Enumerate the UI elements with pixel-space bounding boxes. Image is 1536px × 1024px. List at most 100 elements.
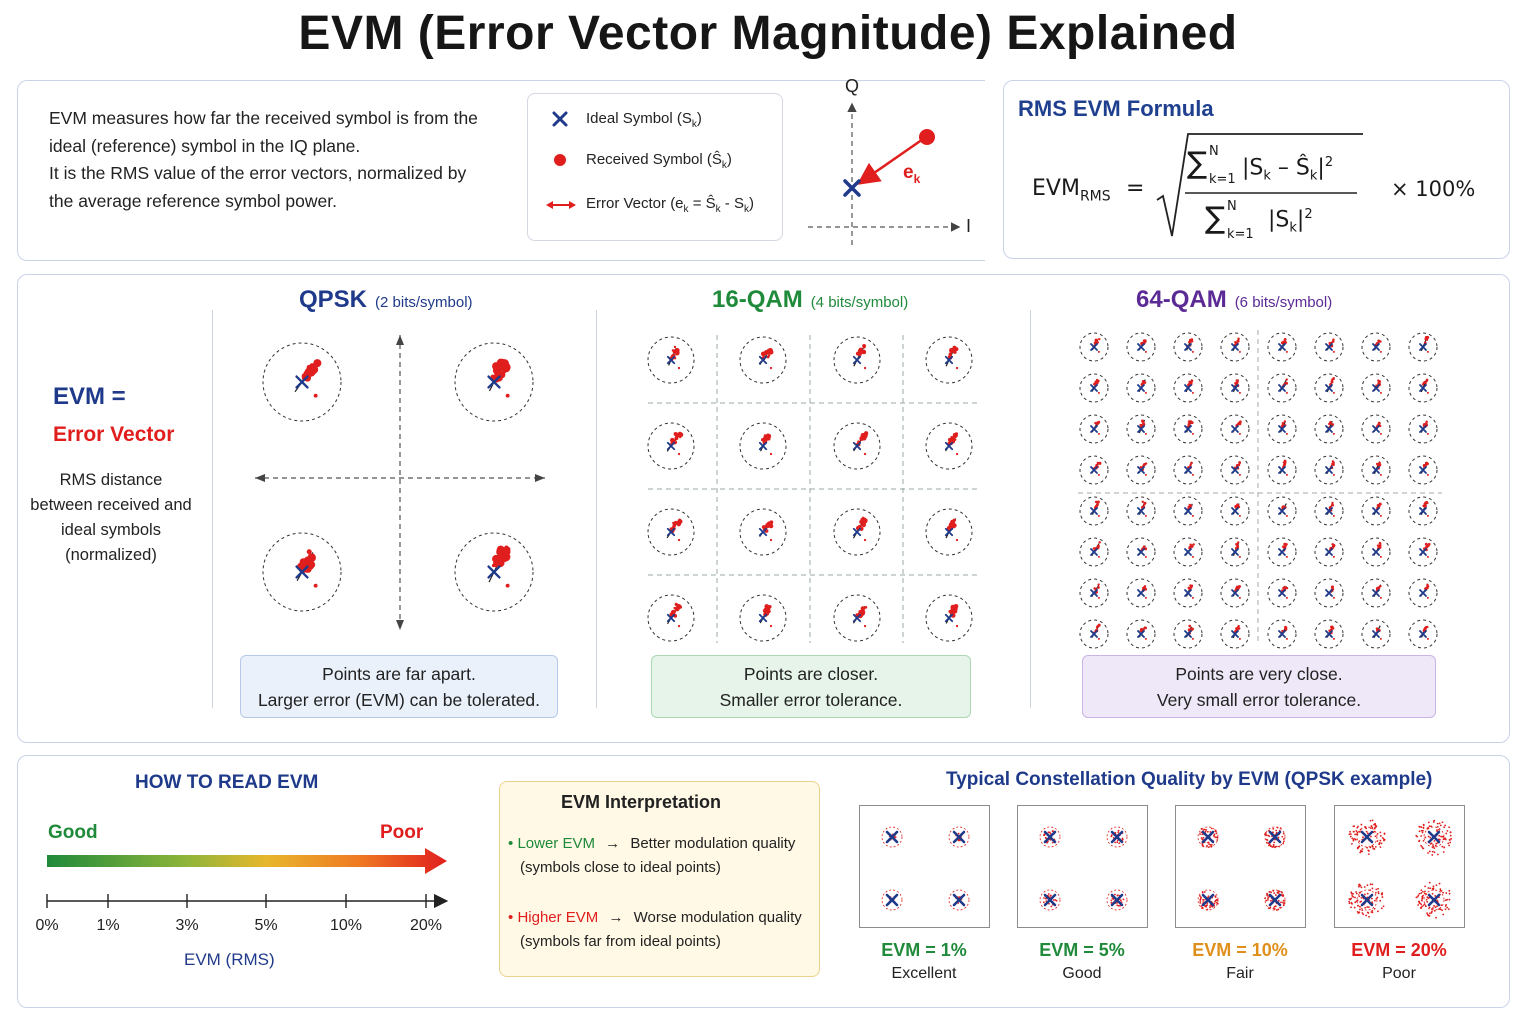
ideal-symbol-icon [1372,507,1380,515]
received-point [1117,829,1120,832]
received-point [1234,381,1238,385]
received-point [1329,421,1332,424]
legend-subscript: k [683,204,689,215]
received-point [1421,846,1424,848]
decision-circle [1220,537,1250,567]
received-point [1369,827,1372,829]
received-point [1192,543,1195,546]
lower-evm-label: Lower EVM [517,835,595,852]
received-point [1236,464,1239,467]
received-point [1265,834,1268,837]
ideal-symbol-icon [1419,466,1427,474]
ideal-symbol-icon [1184,630,1192,638]
received-point [860,436,864,440]
decision-circle [647,422,695,470]
ideal-symbol-icon [1231,589,1239,597]
ideal-symbol-icon [1231,507,1239,515]
received-point [1236,546,1240,549]
qpsk-bits: (2 bits/symbol) [375,294,473,311]
decision-circle [833,594,881,642]
received-point [1238,461,1242,464]
received-point [1375,888,1378,891]
received-point [1448,889,1451,892]
received-point [1374,835,1377,838]
received-point [1097,637,1100,640]
received-point [1238,596,1241,599]
ideal-symbol-icon [1137,343,1145,351]
qam64-title: 64-QAM (6 bits/symbol) [1136,286,1332,314]
received-point [503,363,509,368]
received-point [1424,836,1427,839]
received-point [947,437,952,442]
received-point [1418,900,1420,903]
received-point [1331,340,1334,344]
received-point [1426,586,1429,589]
received-point [1359,905,1362,908]
received-point [1449,834,1452,837]
received-point [1379,514,1382,517]
qam64-caption: Points are very close. Very small error … [1082,655,1436,718]
decision-circle [1361,332,1391,362]
received-point [1213,902,1216,905]
ideal-symbol-icon [1419,589,1427,597]
received-point [1426,514,1429,517]
axis-arrowhead [255,474,265,482]
received-point [498,553,506,561]
error-vector-heading: Error Vector [53,423,175,446]
received-point [1048,902,1050,905]
iq-diagram [808,102,961,245]
received-point [1427,826,1430,829]
received-point [677,366,681,370]
received-point [1285,391,1288,394]
ideal-symbol-icon [1325,384,1333,392]
decision-circle [925,422,973,470]
received-point [1283,902,1285,905]
received-point [1143,501,1147,505]
received-point [1432,821,1435,823]
received-point [1284,627,1288,630]
decision-circle [1106,826,1128,848]
received-point [1366,832,1369,835]
received-point [1144,596,1147,599]
received-point [1265,841,1268,844]
quality-rating: Fair [1226,965,1254,982]
received-point [1371,826,1374,829]
legend-error-label: Error Vector (e [586,195,684,212]
received-point [1199,901,1202,904]
denominator-lower: k=1 [1227,227,1254,242]
received-point [1191,514,1194,517]
decision-circle [262,532,342,612]
received-point [1438,834,1441,837]
ideal-symbol-icon [487,375,501,389]
received-point [1358,891,1361,894]
decision-circle [1408,496,1438,526]
received-point [1272,889,1275,892]
ideal-symbol-icon [1268,893,1282,907]
received-point [1357,885,1360,888]
legend-error: Error Vector (ek = Ŝk - Sk) [586,195,754,215]
received-point [1373,848,1376,850]
received-point [1332,473,1335,476]
decision-circle [262,342,342,422]
received-point [1444,838,1447,841]
received-point [860,606,866,611]
received-point [1357,845,1360,848]
received-point [1283,840,1285,843]
received-point [1269,906,1272,909]
received-point [1379,596,1382,599]
received-point [673,610,677,613]
quality-evm-label: EVM = 10% [1192,940,1288,960]
received-point [1378,380,1382,383]
evm-description: RMS distance between received and ideal … [24,468,198,568]
received-point [1204,905,1206,907]
received-point [1277,836,1280,839]
received-point [1187,420,1191,424]
received-point [1210,827,1213,830]
received-point [1238,432,1241,435]
caption-line: Larger error (EVM) can be tolerated. [257,690,541,710]
received-point [1275,829,1278,832]
evm-description-line: between received and [30,496,192,514]
received-point [1374,899,1376,902]
received-point [1377,339,1380,342]
received-point [313,583,318,588]
